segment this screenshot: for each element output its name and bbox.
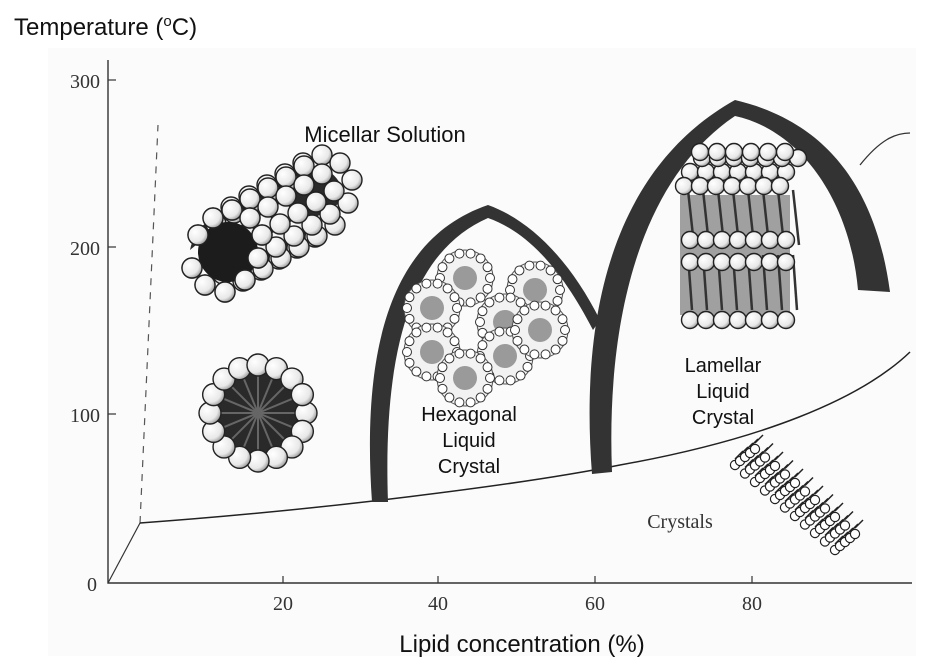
cylindrical-micelle-illustration bbox=[181, 144, 363, 303]
spherical-micelle-illustration bbox=[198, 353, 318, 473]
micellar-solution-label: Micellar Solution bbox=[304, 122, 465, 147]
right-thin-curve bbox=[859, 132, 911, 166]
y-tick-100: 100 bbox=[70, 405, 100, 427]
hexagonal-label-line-2: Liquid bbox=[442, 430, 495, 452]
hexagonal-label-line-1: Hexagonal bbox=[421, 404, 517, 426]
y-axis: 300 200 100 0 bbox=[70, 71, 116, 596]
y-tick-0: 0 bbox=[87, 574, 97, 596]
crystal-illustration bbox=[729, 434, 864, 556]
hexagonal-label: Hexagonal Liquid Crystal bbox=[421, 404, 517, 478]
lamellar-band bbox=[589, 100, 890, 474]
x-tick-40: 40 bbox=[428, 593, 448, 615]
y-tick-300: 300 bbox=[70, 71, 100, 93]
x-tick-60: 60 bbox=[585, 593, 605, 615]
hexagonal-phase-illustration bbox=[402, 248, 570, 408]
x-tick-20: 20 bbox=[273, 593, 293, 615]
lamellar-label-line-3: Crystal bbox=[692, 407, 754, 429]
x-axis-title: Lipid concentration (%) bbox=[399, 631, 644, 658]
lamellar-label-line-1: Lamellar bbox=[685, 355, 762, 377]
x-tick-80: 80 bbox=[742, 593, 762, 615]
lamellar-label-line-2: Liquid bbox=[696, 381, 749, 403]
lamellar-label: Lamellar Liquid Crystal bbox=[685, 355, 762, 429]
crystals-label: Crystals bbox=[647, 511, 713, 533]
y-axis-title: Temperature (oC) bbox=[14, 13, 197, 41]
lamellar-phase-illustration bbox=[674, 142, 808, 330]
y-tick-200: 200 bbox=[70, 238, 100, 260]
hexagonal-label-line-3: Crystal bbox=[438, 456, 500, 478]
x-axis: 20 40 60 80 bbox=[273, 576, 762, 615]
